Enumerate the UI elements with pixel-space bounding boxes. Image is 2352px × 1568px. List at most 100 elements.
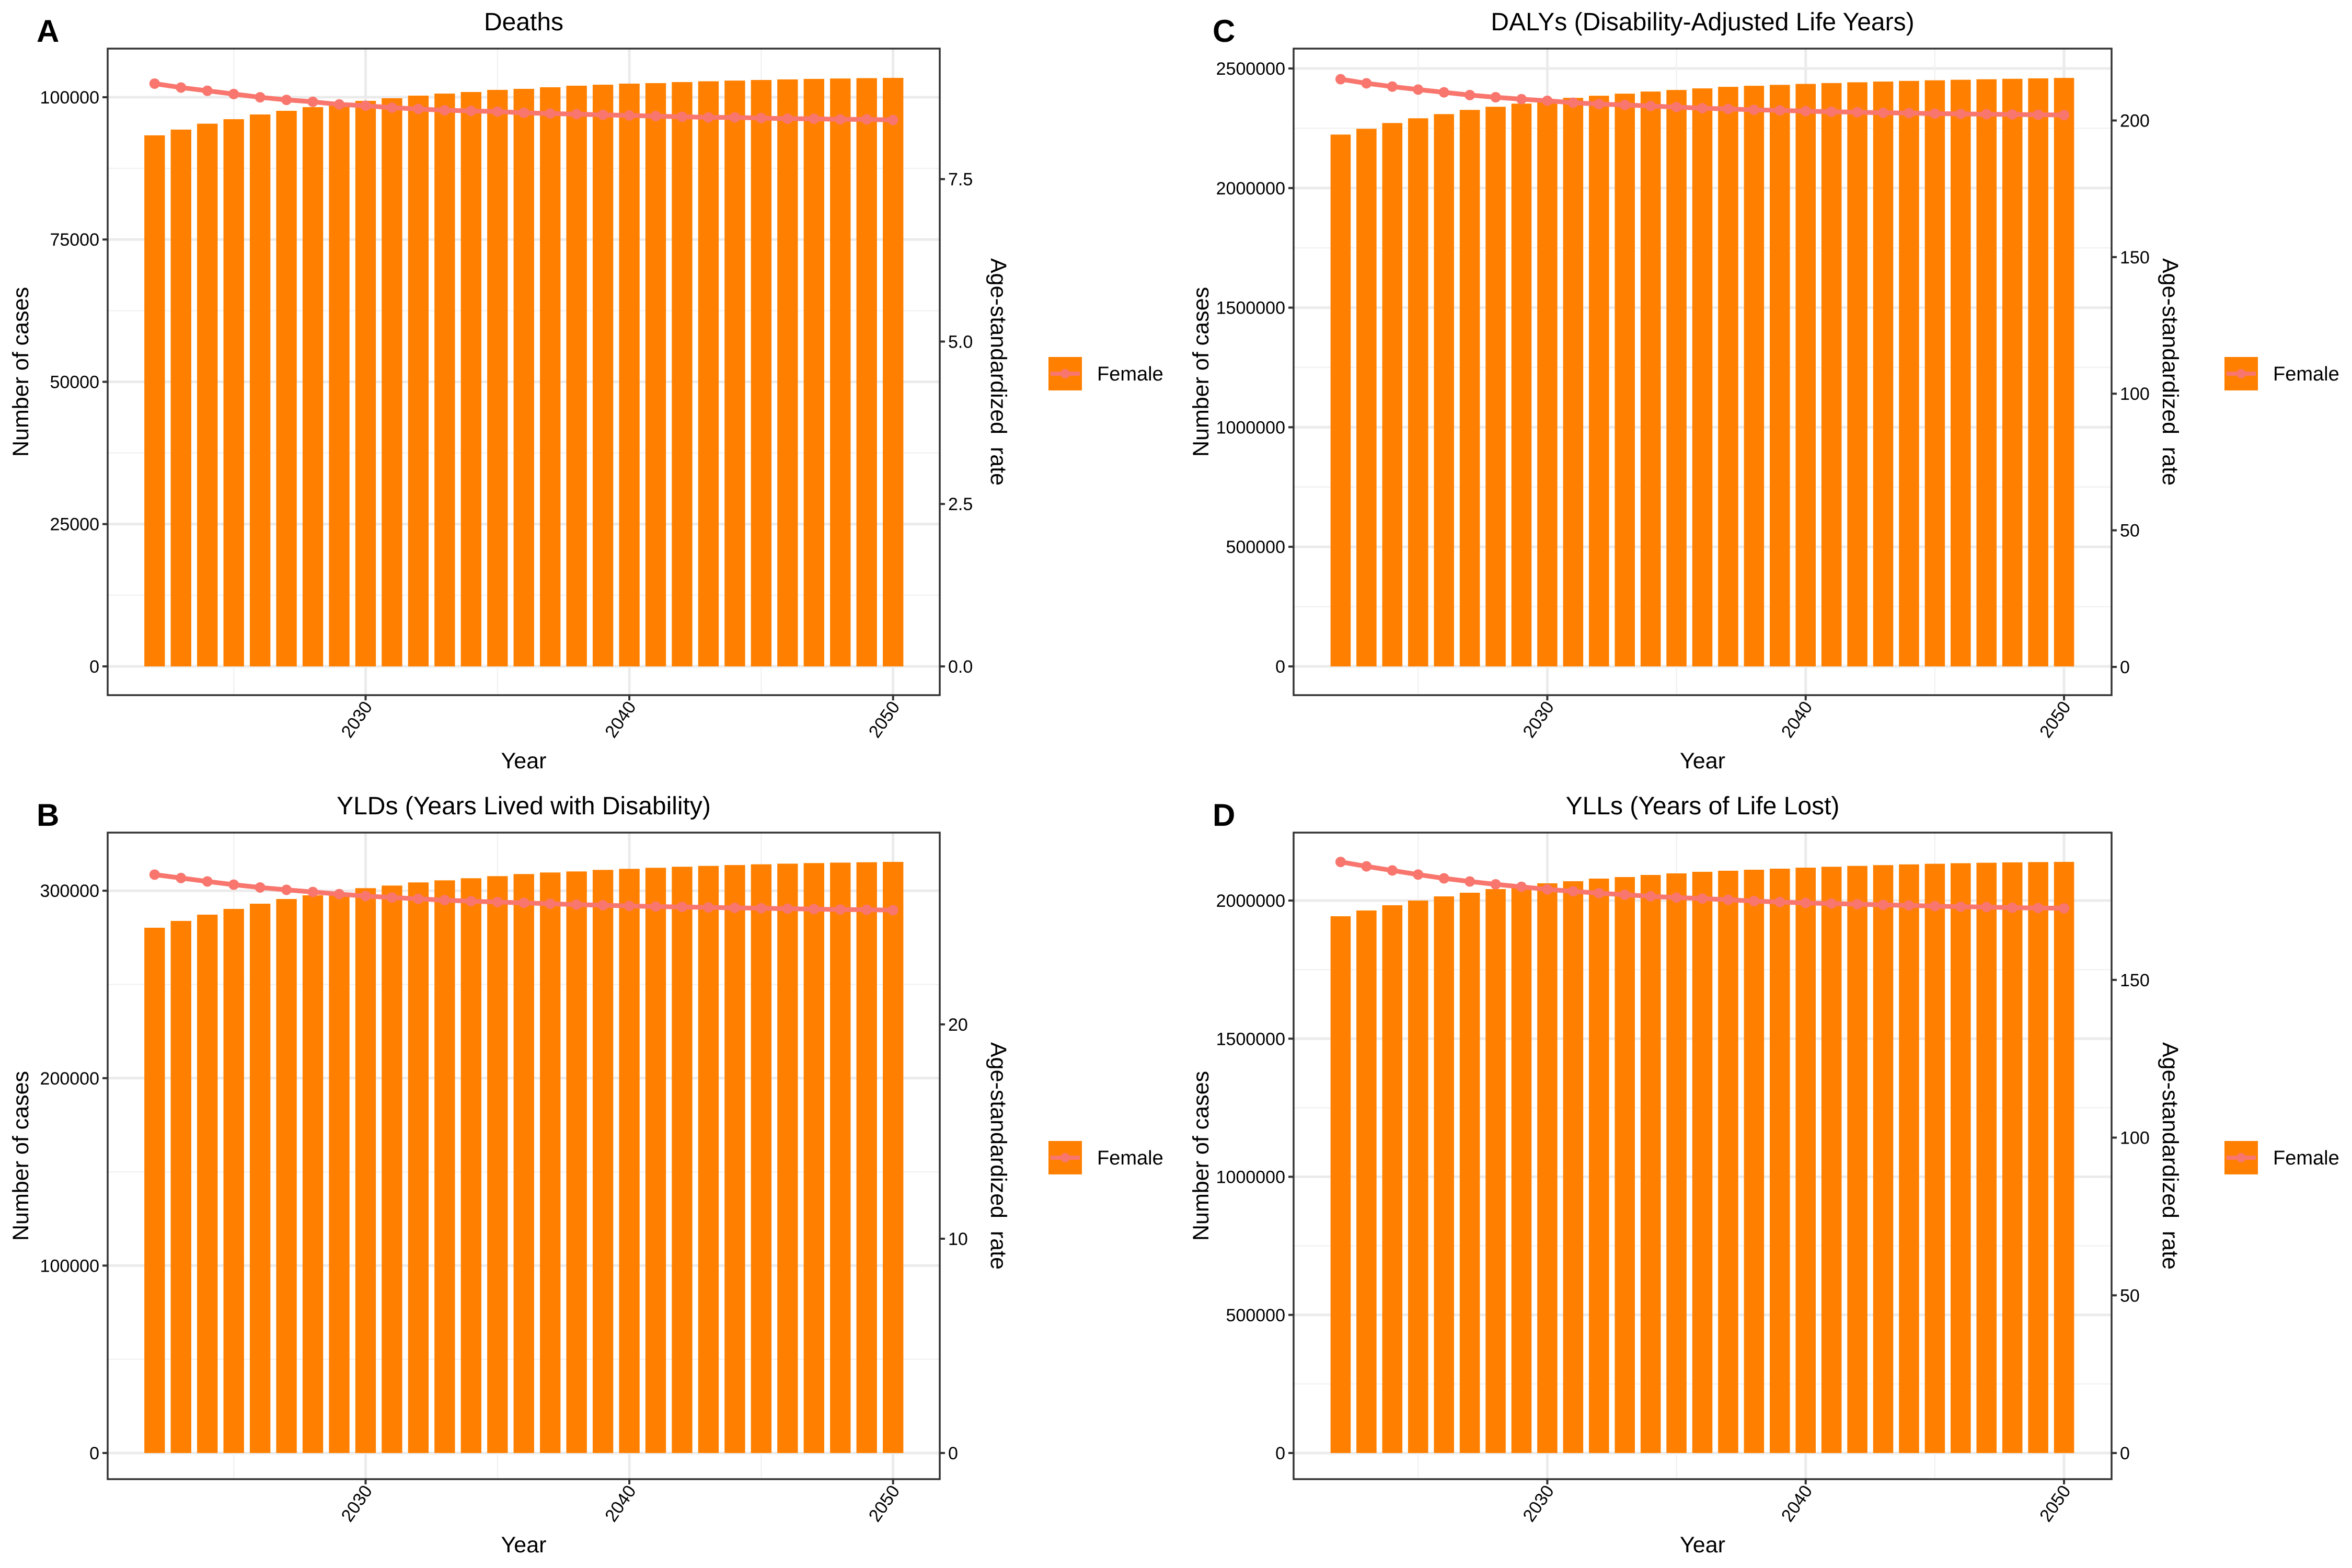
- bar-2034: [460, 91, 482, 666]
- y-tick-label: 1000000: [1216, 418, 1285, 437]
- y-axis-title-left: Number of cases: [8, 1071, 33, 1241]
- bar-2049: [2028, 862, 2048, 1454]
- bar-2028: [1485, 107, 1506, 667]
- rate-point-2033: [1619, 889, 1630, 900]
- x-tick-label: 2050: [2036, 698, 2075, 742]
- bar-2036: [1692, 88, 1713, 667]
- bar-2042: [672, 867, 693, 1454]
- bar-2046: [777, 79, 798, 666]
- rate-point-2043: [703, 902, 714, 913]
- rate-point-2031: [386, 102, 397, 113]
- rate-point-2049: [2033, 109, 2044, 120]
- legend: Female: [2224, 1141, 2339, 1174]
- y-tick-label: 50000: [50, 372, 99, 392]
- rate-point-2040: [624, 110, 635, 121]
- bar-2047: [803, 863, 824, 1454]
- bar-2039: [592, 85, 614, 666]
- bar-2039: [592, 870, 614, 1454]
- rate-point-2038: [571, 899, 582, 910]
- y-right-tick-label: 200: [2120, 111, 2150, 131]
- rate-point-2028: [307, 886, 318, 897]
- y-right-tick-label: 50: [2120, 521, 2140, 541]
- rate-point-2042: [677, 111, 688, 122]
- x-tick-label: 2050: [865, 698, 904, 742]
- bar-2034: [460, 878, 482, 1454]
- y-tick-label: 0: [89, 1444, 99, 1463]
- rate-point-2030: [360, 100, 371, 111]
- y-right-tick-label: 2.5: [948, 494, 973, 514]
- bar-2026: [249, 114, 271, 666]
- x-axis-title: Year: [501, 1532, 547, 1558]
- x-tick-label: 2040: [1778, 698, 1817, 742]
- rate-point-2049: [2033, 903, 2044, 914]
- x-axis-title: Year: [1680, 1532, 1725, 1558]
- rate-point-2030: [1542, 884, 1553, 895]
- x-tick-label: 2040: [1778, 1482, 1817, 1526]
- rate-point-2035: [1671, 892, 1682, 903]
- rate-point-2026: [255, 882, 266, 893]
- legend-key-point: [1060, 369, 1070, 378]
- rate-point-2045: [1929, 901, 1940, 912]
- bar-2046: [1951, 863, 1971, 1454]
- bar-2032: [1589, 878, 1609, 1453]
- legend-key-point: [2236, 369, 2246, 378]
- rate-point-2023: [1361, 861, 1372, 872]
- y-axis-title-left: Number of cases: [1189, 1071, 1214, 1241]
- legend-key-point: [2236, 1153, 2246, 1162]
- rate-point-2025: [228, 879, 239, 890]
- rate-line-series: [1335, 857, 2070, 914]
- rate-point-2042: [1852, 107, 1863, 118]
- y-axis-right: 0 50 100 150 200: [2112, 111, 2150, 677]
- rate-point-2042: [1852, 898, 1863, 909]
- bar-series: [144, 862, 904, 1454]
- bar-2023: [1356, 910, 1377, 1454]
- legend: Female: [1048, 1141, 1163, 1174]
- bar-2029: [1511, 103, 1532, 667]
- panel-dalys: 0 500000 1000000 1500000 2000000 2500000 0 50 10…: [1176, 0, 2352, 784]
- y-tick-label: 1500000: [1216, 1029, 1285, 1049]
- bar-2027: [276, 111, 297, 666]
- bar-2043: [1873, 82, 1894, 667]
- x-tick-label: 2030: [338, 1482, 377, 1526]
- x-tick-label: 2050: [2036, 1482, 2075, 1526]
- bar-2042: [1847, 866, 1867, 1454]
- y-right-tick-label: 20: [948, 1015, 968, 1035]
- y-right-tick-label: 7.5: [948, 170, 973, 190]
- bar-2048: [2002, 78, 2023, 667]
- rate-point-2039: [597, 900, 608, 910]
- chart-title: YLDs (Years Lived with Disability): [337, 792, 711, 820]
- y-axis-title-left: Number of cases: [8, 287, 33, 457]
- bar-2045: [1924, 863, 1945, 1454]
- rate-point-2036: [1697, 893, 1708, 904]
- rate-point-2038: [1748, 105, 1759, 116]
- rate-point-2029: [1516, 881, 1527, 892]
- rate-point-2026: [1438, 873, 1449, 884]
- rate-point-2035: [492, 106, 503, 117]
- chart-title: Deaths: [484, 8, 563, 36]
- rate-point-2031: [386, 892, 397, 903]
- bar-2027: [276, 899, 297, 1454]
- bar-2026: [249, 904, 271, 1454]
- bar-2050: [883, 862, 904, 1454]
- rate-point-2045: [1929, 108, 1940, 119]
- bar-2022: [144, 927, 165, 1454]
- rate-point-2039: [1774, 105, 1785, 116]
- bar-2040: [619, 83, 640, 666]
- bar-2039: [1770, 869, 1790, 1453]
- y-tick-label: 100000: [40, 88, 99, 108]
- rate-point-2023: [176, 82, 187, 93]
- bar-2024: [1382, 905, 1403, 1454]
- bar-2038: [1744, 86, 1765, 667]
- bar-2033: [434, 94, 455, 666]
- bar-2034: [1640, 875, 1661, 1453]
- bar-series: [1330, 78, 2074, 667]
- y-right-tick-label: 0: [2120, 658, 2130, 677]
- bar-2034: [1640, 91, 1661, 667]
- rate-point-2022: [1335, 74, 1346, 85]
- bar-2029: [1511, 885, 1532, 1453]
- bar-2041: [645, 868, 666, 1454]
- legend-label: Female: [1097, 363, 1163, 385]
- y-right-tick-label: 5.0: [948, 332, 973, 352]
- bar-2022: [1330, 134, 1351, 667]
- x-tick-label: 2030: [1519, 1482, 1558, 1526]
